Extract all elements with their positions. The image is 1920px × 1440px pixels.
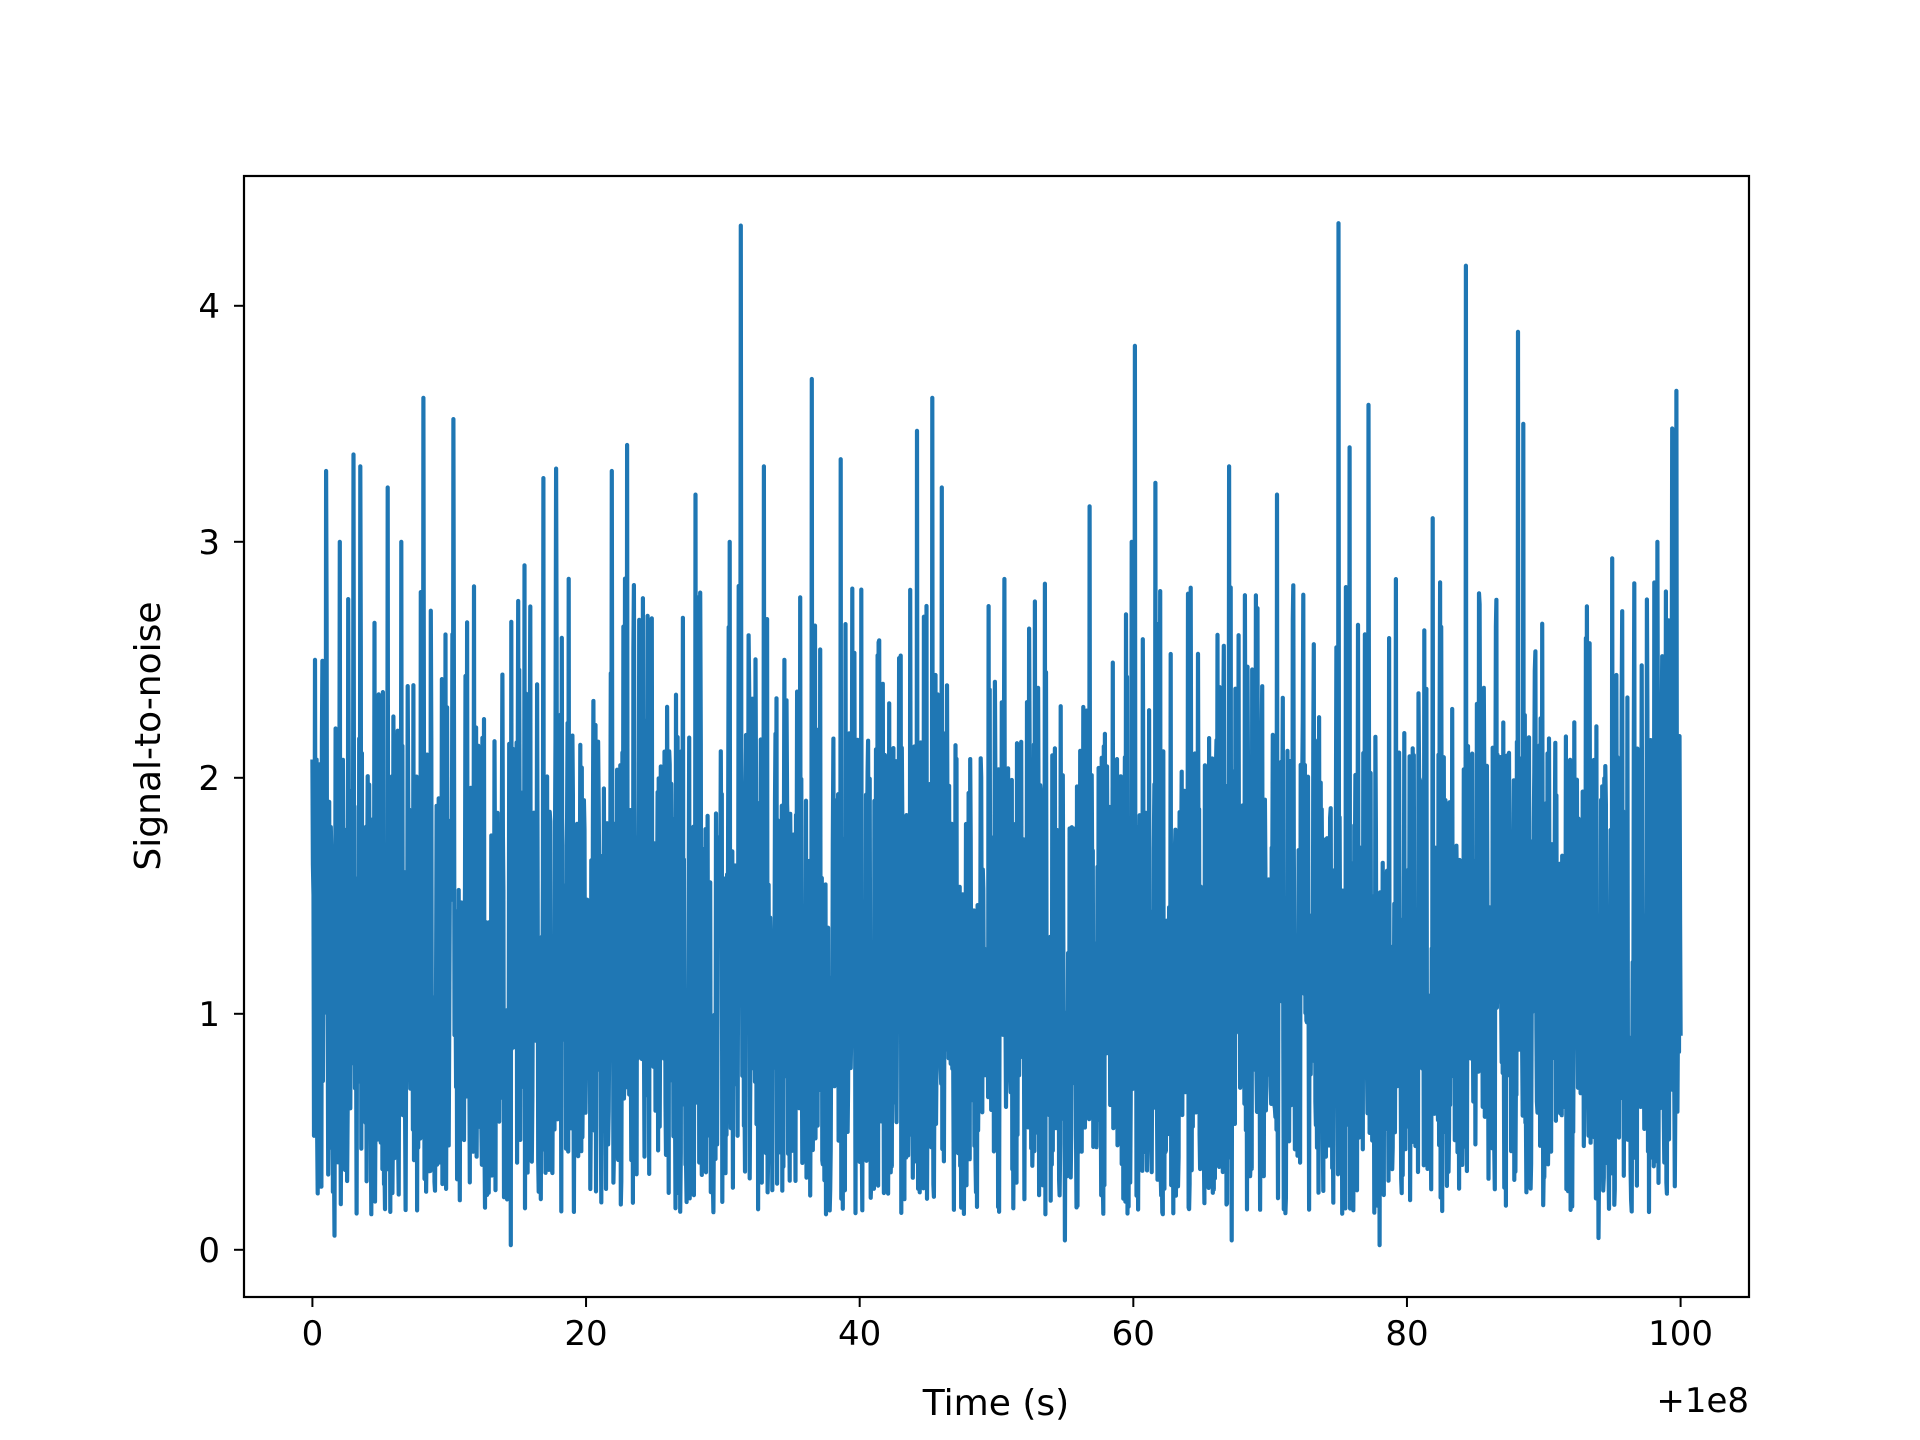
x-tick-label: 40 — [838, 1314, 881, 1354]
x-axis-label: Time (s) — [922, 1383, 1069, 1424]
x-tick-label: 20 — [564, 1314, 607, 1354]
y-tick-label: 4 — [198, 287, 220, 327]
y-tick-label: 2 — [198, 759, 220, 799]
y-axis-label: Signal-to-noise — [128, 601, 169, 870]
y-tick-label: 0 — [198, 1231, 220, 1271]
x-tick-label: 0 — [302, 1314, 324, 1354]
plot-frame — [242, 174, 1751, 1299]
series-line-0 — [310, 221, 1683, 1248]
y-tick-label: 3 — [198, 523, 220, 563]
series-layer — [310, 221, 1683, 1248]
x-ticks: 0 20 40 60 80 100 — [302, 1297, 1713, 1354]
y-tick-label: 1 — [198, 995, 220, 1035]
y-ticks: 0 1 2 3 4 — [198, 287, 244, 1271]
x-tick-label: 60 — [1112, 1314, 1155, 1354]
x-tick-label: 80 — [1385, 1314, 1428, 1354]
x-tick-label: 100 — [1648, 1314, 1713, 1354]
x-offset-label: +1e8 — [1656, 1381, 1749, 1421]
